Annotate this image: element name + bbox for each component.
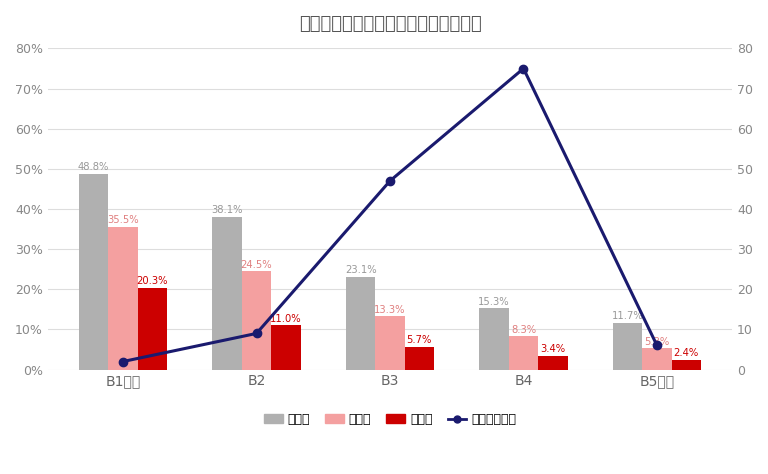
- 平均出稿枚数: [519, 66, 528, 72]
- Text: 8.3%: 8.3%: [511, 325, 536, 335]
- Bar: [642, 348, 672, 370]
- Text: 20.3%: 20.3%: [137, 276, 168, 286]
- Bar: [108, 227, 137, 370]
- Text: 38.1%: 38.1%: [211, 205, 243, 215]
- Bar: [479, 308, 509, 370]
- 平均出稿枚数: [386, 178, 395, 184]
- Text: 2.4%: 2.4%: [674, 348, 699, 358]
- Line: 平均出稿枚数: 平均出稿枚数: [119, 64, 661, 365]
- Text: 11.7%: 11.7%: [612, 311, 644, 321]
- Text: 23.1%: 23.1%: [345, 265, 376, 275]
- Title: サイズの別の注目率・精読率・行動率: サイズの別の注目率・精読率・行動率: [299, 15, 482, 33]
- Legend: 注目率, 精読率, 行動率, 平均出稿枚数: 注目率, 精読率, 行動率, 平均出稿枚数: [259, 408, 521, 431]
- Text: 15.3%: 15.3%: [478, 297, 510, 307]
- Bar: [79, 173, 108, 370]
- Text: 13.3%: 13.3%: [374, 305, 406, 315]
- Bar: [376, 316, 405, 370]
- Bar: [346, 277, 376, 370]
- Text: 24.5%: 24.5%: [240, 260, 273, 270]
- 平均出稿枚数: [652, 343, 661, 348]
- Bar: [405, 346, 434, 370]
- 平均出稿枚数: [252, 330, 261, 336]
- Text: 48.8%: 48.8%: [78, 162, 109, 172]
- Text: 11.0%: 11.0%: [270, 314, 302, 324]
- Bar: [509, 336, 538, 370]
- Bar: [613, 323, 642, 370]
- Bar: [213, 217, 242, 370]
- Bar: [271, 325, 300, 370]
- Text: 3.4%: 3.4%: [541, 344, 565, 354]
- Bar: [538, 356, 568, 370]
- Text: 5.7%: 5.7%: [407, 335, 432, 345]
- Bar: [137, 288, 167, 370]
- Text: 35.5%: 35.5%: [108, 216, 139, 226]
- 平均出稿枚数: [118, 359, 127, 365]
- Bar: [242, 271, 271, 370]
- Text: 5.3%: 5.3%: [644, 337, 670, 346]
- Bar: [672, 360, 701, 370]
